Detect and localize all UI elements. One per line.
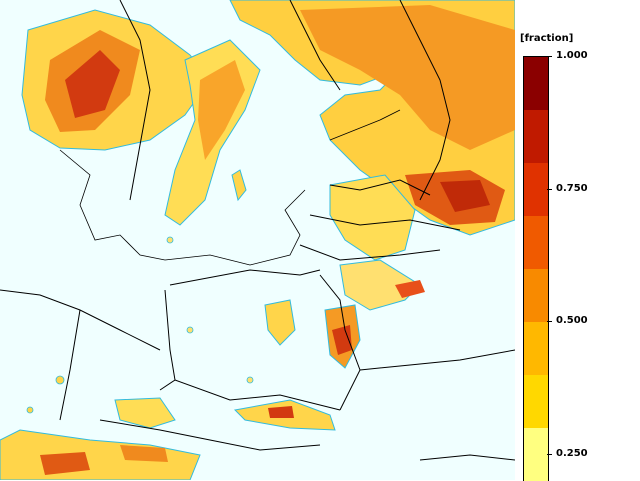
legend-tick-mark: [547, 56, 552, 57]
legend-color-segment: [524, 163, 548, 216]
border-line: [59, 309, 81, 421]
legend-color-segment: [524, 216, 548, 269]
field-carpathians-core: [268, 406, 294, 418]
border-line: [174, 379, 341, 411]
legend-tick-mark: [547, 321, 552, 322]
border-line: [119, 0, 151, 201]
legend-color-segment: [524, 322, 548, 375]
legend-color-segment: [524, 57, 548, 110]
border-line: [169, 269, 321, 286]
field-gotland: [231, 169, 247, 202]
speck: [26, 406, 34, 414]
field-norway-peak: [65, 50, 120, 118]
field-alps-peak: [120, 445, 168, 462]
legend-tick-label: 1.000: [556, 50, 588, 61]
border-line: [319, 274, 361, 411]
border-line: [289, 0, 341, 91]
legend-color-bar: [523, 56, 549, 481]
map-canvas: [0, 0, 515, 480]
legend-color-segment: [524, 375, 548, 428]
field-poland-east-core: [332, 325, 352, 355]
field-belarus: [339, 259, 421, 311]
legend-color-segment: [524, 269, 548, 322]
field-finland-core: [300, 5, 515, 150]
field-sweden-core: [198, 60, 245, 160]
legend-tick-mark: [547, 188, 552, 190]
legend-tick-label: 0.500: [556, 315, 588, 326]
border-line: [159, 289, 176, 391]
coastline: [59, 149, 166, 261]
field-poland-west: [264, 299, 296, 346]
border-line: [419, 454, 515, 461]
legend-tick-mark: [547, 453, 552, 455]
legend-color-segment: [524, 110, 548, 163]
border-line: [299, 244, 441, 261]
coastline: [164, 189, 306, 266]
legend-color-segment: [524, 428, 548, 481]
speck: [55, 375, 65, 385]
border-line: [329, 179, 431, 196]
legend-tick-label: 0.250: [556, 447, 588, 459]
border-line: [99, 419, 321, 451]
field-russia-peak: [440, 180, 490, 212]
field-belarus-spot: [395, 280, 425, 298]
border-line: [399, 0, 451, 201]
field-slovakia: [114, 397, 176, 429]
speck: [246, 376, 254, 384]
border-line: [309, 214, 461, 231]
legend-title: [fraction]: [520, 33, 574, 44]
speck: [166, 236, 174, 244]
border-line: [359, 349, 515, 371]
coastline: [329, 109, 401, 141]
speck: [186, 326, 194, 334]
field-alps-core: [40, 452, 90, 475]
legend-tick-label: 0.750: [556, 182, 588, 194]
